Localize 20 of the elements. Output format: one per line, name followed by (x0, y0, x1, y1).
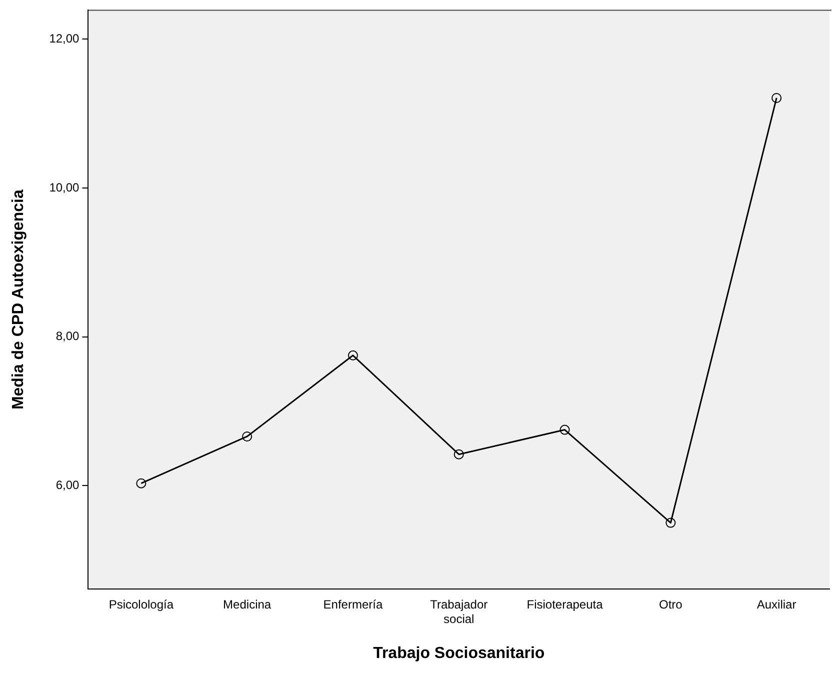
y-tick-label: 10,00 (49, 180, 80, 194)
point (454, 449, 464, 460)
y-axis-title: Media de CPD Autoexigencia (10, 190, 28, 410)
y-tick-label: 12,00 (49, 32, 80, 46)
x-tick-label: Otro (658, 598, 683, 612)
point (666, 518, 676, 528)
x-axis-title: Trabajo Sociosanitario (373, 644, 545, 662)
point (560, 424, 570, 435)
point (772, 92, 782, 103)
point (136, 478, 146, 488)
x-tick-label: Medicina (223, 598, 272, 612)
point (242, 431, 252, 442)
x-tick-label: Trabajador social (430, 598, 488, 626)
y-tick-label: 6,00 (56, 478, 80, 492)
x-tick-label: Enfermería (323, 598, 383, 612)
x-tick-label: Auxiliar (756, 598, 796, 612)
y-tick-label: 8,00 (56, 329, 80, 344)
x-tick-label: Fisioterapeuta (526, 598, 604, 612)
x-tick-label: Psicolología (108, 598, 174, 612)
point (348, 350, 358, 360)
